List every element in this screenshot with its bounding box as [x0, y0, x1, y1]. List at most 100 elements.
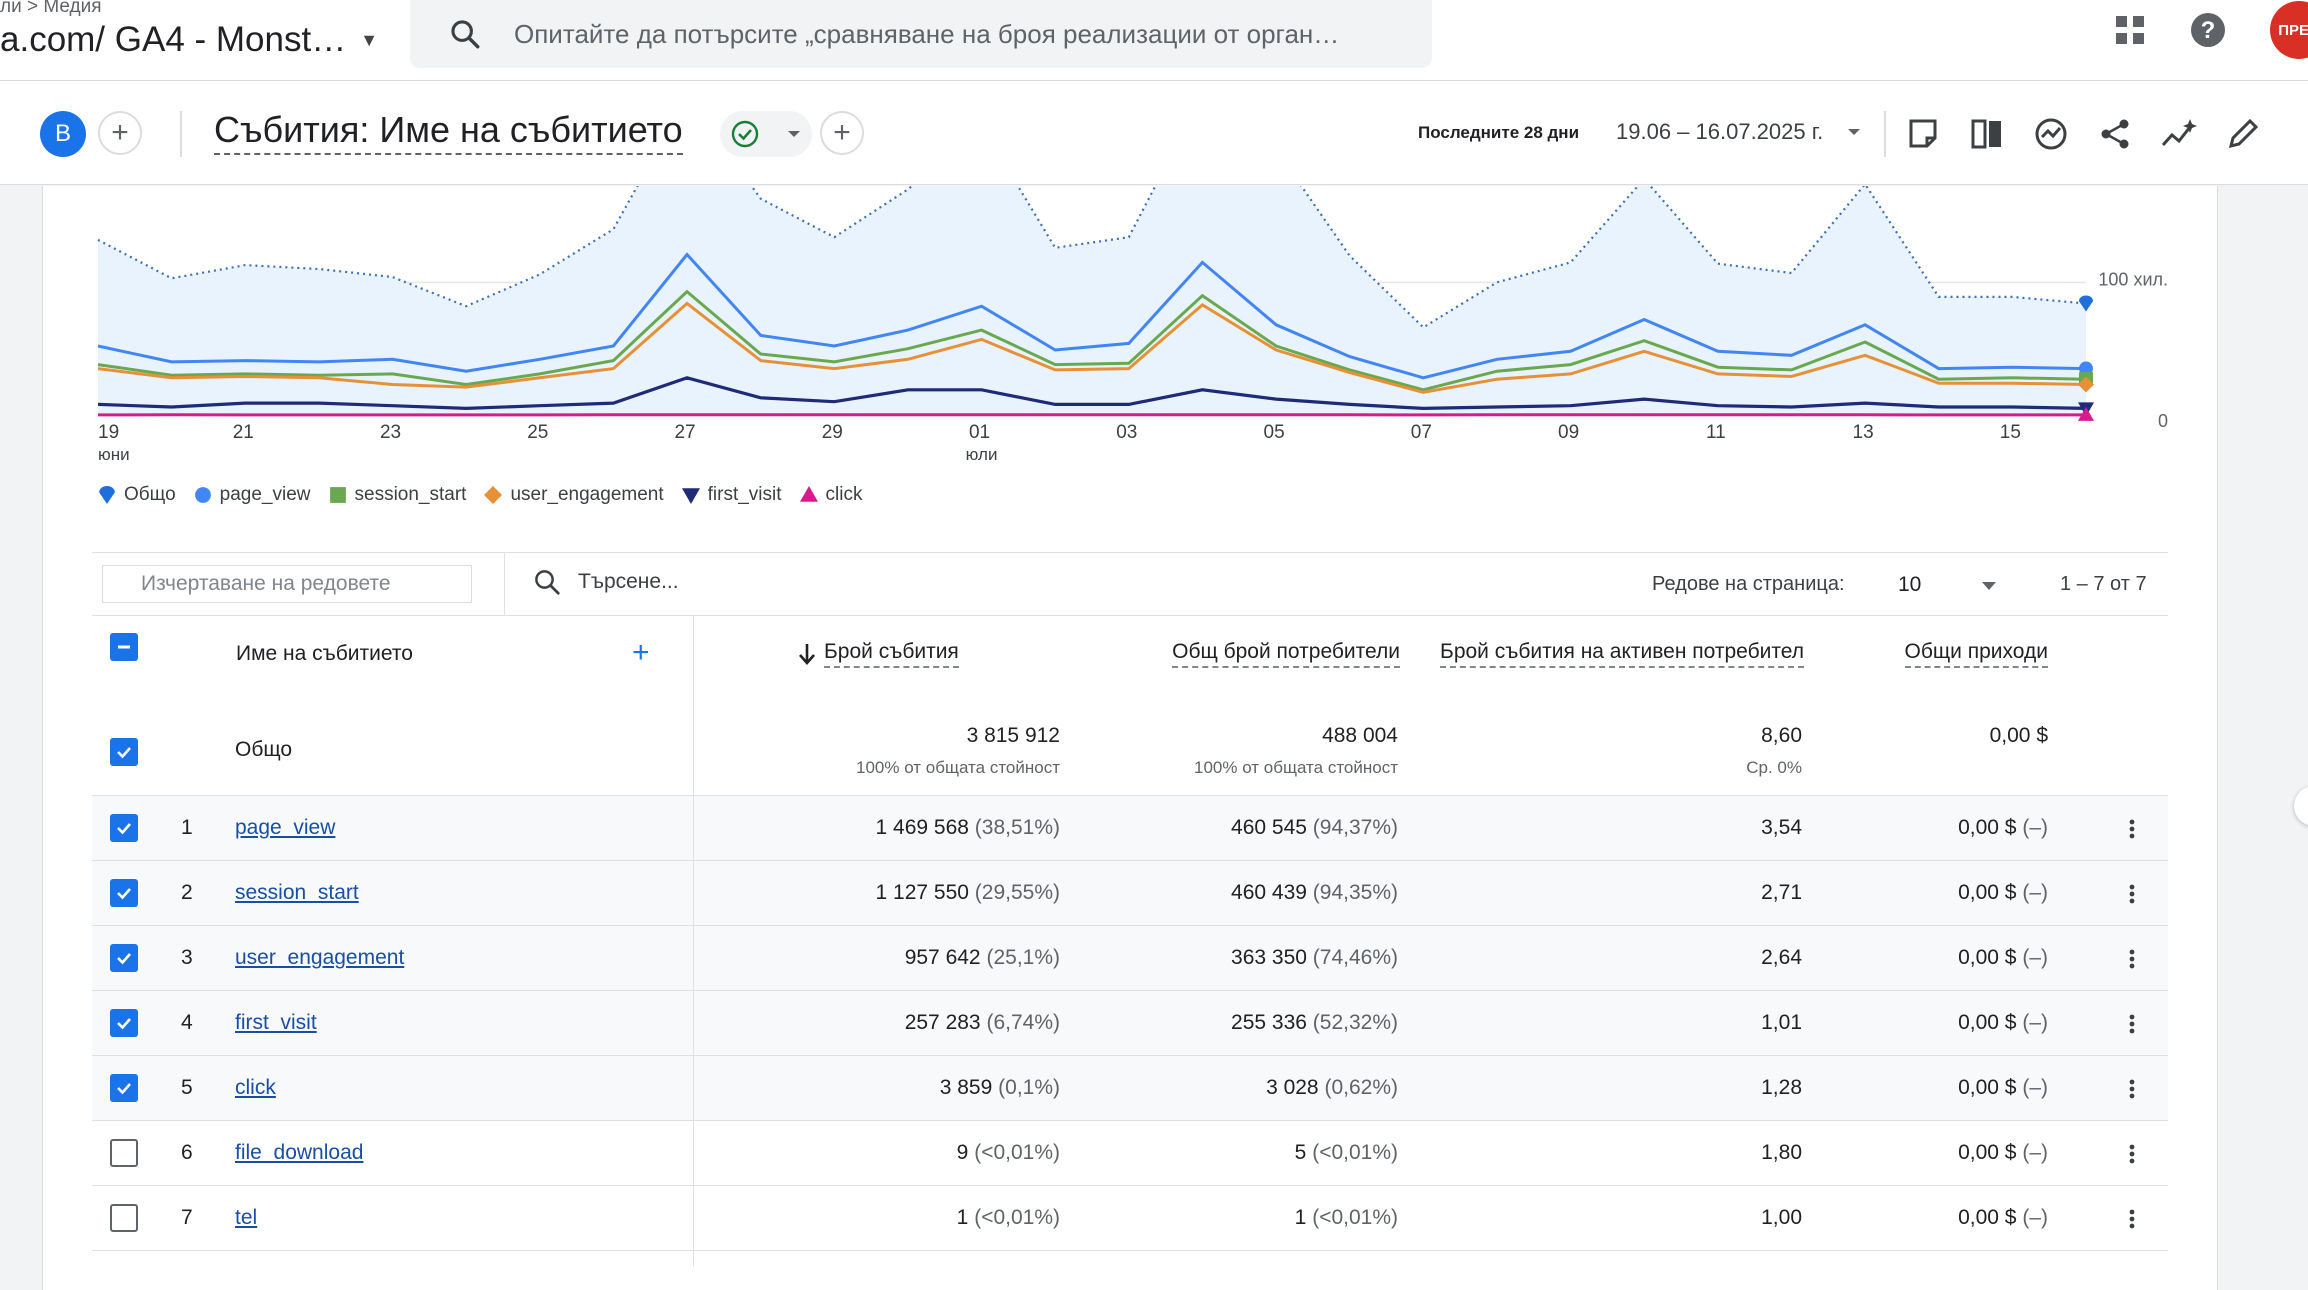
more-vert-icon[interactable]	[2128, 1143, 2136, 1165]
breadcrumb[interactable]: ли > Медия	[0, 0, 102, 17]
column-header-event-count[interactable]: Брой събития	[796, 640, 959, 668]
date-range-label[interactable]: Последните 28 дни	[1418, 123, 1580, 142]
table-search-input[interactable]: Търсене...	[532, 567, 679, 597]
event-count-pct: (<0,01%)	[974, 1141, 1060, 1164]
revenue-value: 0,00 $	[1958, 1141, 2017, 1164]
event-name-link[interactable]: file_download	[235, 1141, 364, 1164]
help-icon[interactable]: ?	[2190, 12, 2226, 48]
row-checkbox[interactable]	[110, 814, 138, 842]
revenue-cell: 0,00 $ (–)	[1958, 1141, 2048, 1165]
x-tick-month-label: юли	[966, 445, 998, 464]
row-checkbox[interactable]	[110, 944, 138, 972]
event-count-value: 957 642	[904, 946, 981, 969]
total-event-count: 3 815 912	[966, 724, 1060, 747]
select-all-checkbox[interactable]	[110, 633, 138, 661]
legend-item[interactable]: page_view	[194, 484, 311, 506]
x-tick-label: 27	[674, 422, 695, 443]
compare-icon[interactable]	[1970, 117, 2004, 151]
total-users-pct: (52,32%)	[1312, 1011, 1398, 1034]
comparison-avatar[interactable]: B	[40, 111, 86, 157]
event-name-link[interactable]: user_engagement	[235, 946, 405, 969]
table-row[interactable]: 4 first_visit 257 283 (6,74%) 255 336 (52,3…	[92, 991, 2168, 1056]
legend-item[interactable]: click	[799, 484, 862, 506]
legend-label: session_start	[354, 484, 467, 505]
more-vert-icon[interactable]	[2128, 1078, 2136, 1100]
table-row[interactable]: 6 file_download 9 (<0,01%) 5 (<0,01%) 1,80 0,…	[92, 1121, 2168, 1186]
add-comparison-button[interactable]: +	[98, 111, 142, 155]
legend-item[interactable]: first_visit	[681, 484, 782, 506]
chevron-down-icon[interactable]	[1980, 581, 1998, 591]
add-dimension-button[interactable]: +	[820, 111, 864, 155]
total-events-per-user-sub: Ср. 0%	[1746, 758, 1802, 777]
row-checkbox[interactable]	[110, 1009, 138, 1037]
revenue-cell: 0,00 $ (–)	[1958, 1011, 2048, 1035]
sort-down-icon	[799, 644, 815, 665]
chevron-down-icon[interactable]	[1846, 127, 1862, 137]
property-selector[interactable]: a.com/ GA4 - Monst… ▼	[0, 20, 378, 60]
account-avatar[interactable]: ПРЕС	[2270, 1, 2308, 59]
series-line-session-start[interactable]	[97, 289, 2087, 392]
table-row[interactable]: 7 tel 1 (<0,01%) 1 (<0,01%) 1,00 0,00 $ (–)	[92, 1186, 2168, 1251]
table-row[interactable]: 1 page_view 1 469 568 (38,51%) 460 545 (94,…	[92, 796, 2168, 861]
event-name-link[interactable]: tel	[235, 1206, 258, 1229]
revenue-value: 0,00 $	[1958, 816, 2017, 839]
legend-item[interactable]: Общо	[98, 484, 176, 506]
share-icon[interactable]	[2098, 117, 2132, 151]
plus-icon: +	[833, 116, 851, 149]
trend-icon[interactable]	[2034, 117, 2068, 151]
row-checkbox[interactable]	[110, 1074, 138, 1102]
series-line-first-visit[interactable]	[97, 376, 2087, 411]
event-name-link[interactable]: page_view	[235, 816, 336, 839]
table-row[interactable]: 3 user_engagement 957 642 (25,1%) 363 350 (…	[92, 926, 2168, 991]
app-bar: ли > Медия a.com/ GA4 - Monst… ▼ Опитайт…	[0, 0, 2308, 81]
total-events-per-user: 8,60	[1761, 724, 1802, 747]
total-users-pct: (74,46%)	[1312, 946, 1398, 969]
more-vert-icon[interactable]	[2128, 818, 2136, 840]
rows-per-page-select[interactable]: 10	[1898, 573, 1922, 596]
x-tick-month-label: юни	[98, 445, 130, 464]
table-row[interactable]: 5 click 3 859 (0,1%) 3 028 (0,62%) 1,28 0,00 …	[92, 1056, 2168, 1121]
event-name-link[interactable]: session_start	[235, 881, 359, 904]
row-checkbox[interactable]	[110, 879, 138, 907]
divider	[180, 111, 182, 157]
total-users-value: 3 028	[1266, 1076, 1319, 1099]
row-checkbox[interactable]	[110, 1204, 138, 1232]
more-vert-icon[interactable]	[2128, 1013, 2136, 1035]
event-count-value: 1	[956, 1206, 969, 1229]
sparkle-icon[interactable]	[2160, 117, 2198, 151]
event-name-link[interactable]: first_visit	[235, 1011, 317, 1034]
series-line-total[interactable]	[97, 186, 2087, 329]
plot-rows-button[interactable]: Изчертаване на редовете	[102, 565, 472, 603]
totals-checkbox[interactable]	[110, 738, 138, 766]
more-vert-icon[interactable]	[2128, 1208, 2136, 1230]
more-vert-icon[interactable]	[2128, 883, 2136, 905]
row-checkbox[interactable]	[110, 1139, 138, 1167]
search-icon	[535, 570, 560, 595]
page-title[interactable]: Събития: Име на събитието	[214, 109, 683, 155]
add-dimension-plus-icon[interactable]: +	[632, 636, 650, 669]
legend-item[interactable]: user_engagement	[484, 484, 664, 506]
table-row[interactable]: 2 session_start 1 127 550 (29,55%) 460 439 …	[92, 861, 2168, 926]
table-body: 1 page_view 1 469 568 (38,51%) 460 545 (94,…	[92, 796, 2168, 1251]
more-vert-icon[interactable]	[2128, 948, 2136, 970]
apps-grid-icon[interactable]	[2114, 14, 2146, 46]
column-header-event-name[interactable]: Име на събитието	[236, 642, 413, 665]
legend-item[interactable]: session_start	[329, 484, 467, 506]
series-line-user-engagement[interactable]	[97, 301, 2087, 394]
report-status-menu[interactable]	[720, 111, 812, 157]
search-bar[interactable]: Опитайте да потърсите „сравняване на бро…	[410, 0, 1432, 68]
side-panel-handle[interactable]	[2294, 786, 2308, 826]
insights-note-icon[interactable]	[1906, 117, 1940, 151]
edit-icon[interactable]	[2226, 117, 2260, 151]
legend-marker-icon	[99, 486, 115, 504]
date-range-value[interactable]: 19.06 – 16.07.2025 г.	[1616, 119, 1824, 144]
event-count-cell: 257 283 (6,74%)	[905, 1011, 1060, 1035]
column-header-total-users[interactable]: Общ брой потребители	[1172, 640, 1400, 668]
column-header-events-per-user[interactable]: Брой събития на активен потребител	[1440, 640, 1804, 668]
x-tick-label: 01	[969, 422, 990, 443]
event-name-link[interactable]: click	[235, 1076, 276, 1099]
event-count-value: 257 283	[904, 1011, 981, 1034]
series-line-page-view[interactable]	[97, 252, 2087, 380]
column-header-revenue[interactable]: Общи приходи	[1904, 640, 2048, 668]
events-line-chart[interactable]: 200 хил.100 хил.019юни212325272901юли030…	[0, 186, 2308, 476]
